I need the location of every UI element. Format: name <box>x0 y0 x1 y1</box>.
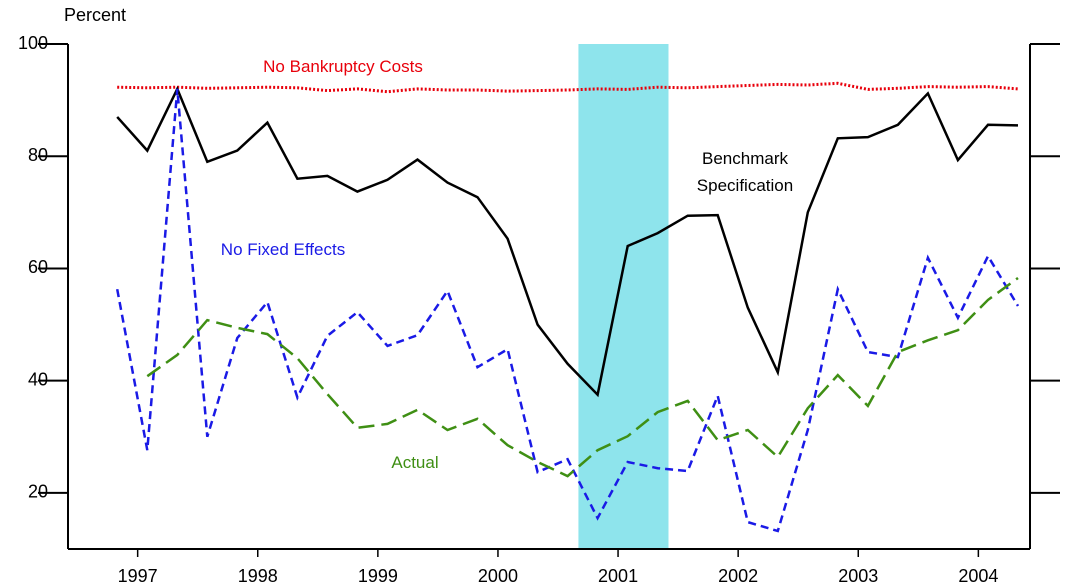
x-tick-label: 2004 <box>958 566 998 584</box>
y-tick-label: 80 <box>28 145 48 165</box>
x-tick-label: 1999 <box>358 566 398 584</box>
y-axis-label: Percent <box>64 5 126 25</box>
recession-band <box>578 44 669 549</box>
y-tick-label: 60 <box>28 257 48 277</box>
y-tick-label: 20 <box>28 482 48 502</box>
series-line <box>115 88 1020 533</box>
series-line <box>116 85 1019 398</box>
x-tick-label: 2001 <box>598 566 638 584</box>
series-label: No Bankruptcy Costs <box>263 57 423 76</box>
series-label: No Fixed Effects <box>220 240 346 259</box>
y-tick-label: 40 <box>28 369 48 389</box>
x-tick-label: 2000 <box>478 566 518 584</box>
x-tick-label: 1997 <box>118 566 158 584</box>
x-tick-label: 2002 <box>718 566 758 584</box>
series-line <box>146 276 1019 478</box>
series-line <box>117 81 1019 94</box>
x-tick-label: 1998 <box>238 566 278 584</box>
y-tick-label: 100 <box>18 33 48 53</box>
series-label: Benchmark Specification <box>696 149 794 195</box>
x-tick-label: 2003 <box>838 566 878 584</box>
series-label: Actual <box>391 453 439 472</box>
